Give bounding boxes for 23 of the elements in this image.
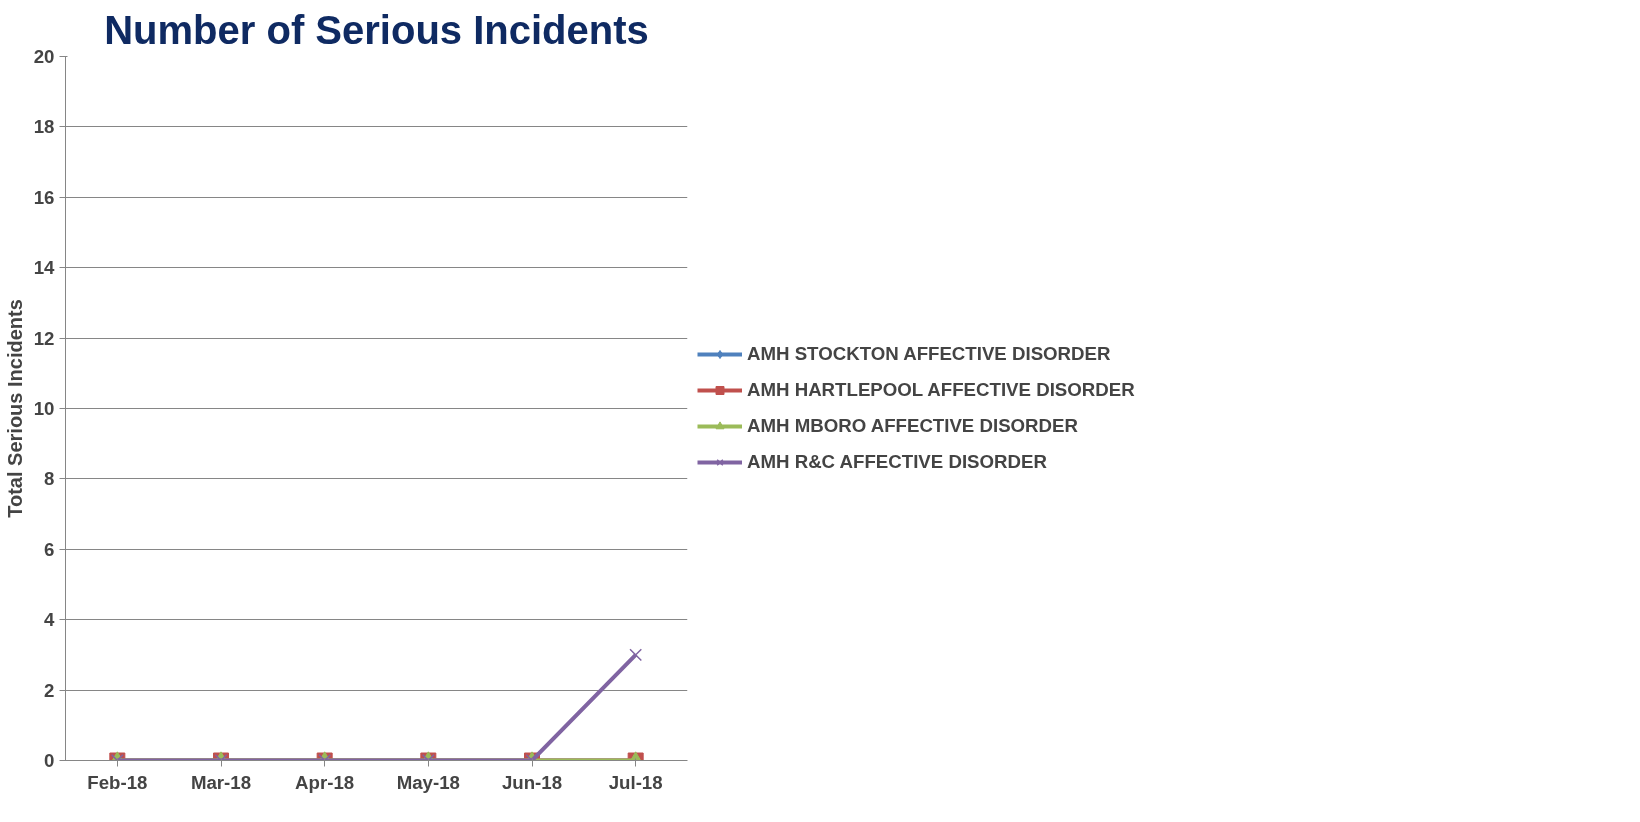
y-tick-label: 8	[44, 468, 55, 490]
legend-label: AMH R&C AFFECTIVE DISORDER	[747, 451, 1047, 473]
legend-label: AMH HARTLEPOOL AFFECTIVE DISORDER	[747, 379, 1135, 401]
legend-label: AMH STOCKTON AFFECTIVE DISORDER	[747, 343, 1111, 365]
y-tick-label: 16	[33, 186, 55, 208]
y-tick-label: 2	[44, 679, 55, 701]
legend-label: AMH MBORO AFFECTIVE DISORDER	[747, 415, 1078, 437]
y-tick-label: 0	[44, 750, 55, 771]
x-tick-label: Jul-18	[608, 771, 663, 793]
y-tick-label: 12	[33, 327, 55, 349]
y-tick-label: 18	[33, 116, 55, 138]
x-tick-label: Mar-18	[190, 771, 252, 793]
y-tick-label: 4	[44, 609, 56, 631]
x-tick-label: Apr-18	[295, 771, 355, 793]
y-axis-title: Total Serious Incidents	[3, 299, 26, 518]
y-tick-label: 10	[33, 398, 55, 419]
y-tick-label: 14	[33, 257, 56, 279]
chart-title: Number of Serious Incidents	[104, 7, 649, 52]
x-tick-label: May-18	[396, 771, 460, 793]
y-tick-label: 20	[33, 46, 55, 67]
y-tick-label: 6	[44, 538, 55, 560]
x-tick-label: Feb-18	[87, 771, 148, 793]
x-tick-label: Jun-18	[501, 771, 563, 793]
